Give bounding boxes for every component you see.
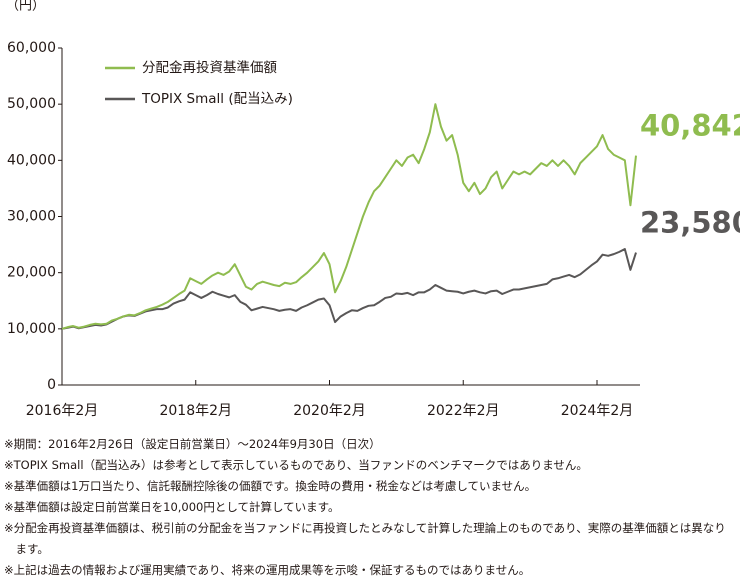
note: ※TOPIX Small（配当込み）は参考として表示しているものであり、当ファン… bbox=[4, 458, 588, 472]
series-line bbox=[61, 248, 637, 330]
note: ※上記は過去の情報および運用実績であり、将来の運用成果等を示唆・保証するものでは… bbox=[4, 563, 531, 577]
y-tick-label: 40,000 bbox=[7, 152, 56, 168]
y-tick-label: 30,000 bbox=[7, 209, 56, 225]
notes: ※期間：2016年2月26日（設定日前営業日）～2024年9月30日（日次） ※T… bbox=[4, 434, 736, 581]
x-tick-label: 2020年2月 bbox=[293, 403, 366, 419]
note: ※分配金再投資基準価額は、税引前の分配金を当ファンドに再投資したとみなして計算し… bbox=[4, 521, 726, 556]
note: ※基準価額は設定日前営業日を10,000円として計算しています。 bbox=[4, 500, 340, 514]
end-label: 40,842 bbox=[640, 109, 740, 143]
x-tick-label: 2024年2月 bbox=[561, 403, 634, 419]
y-tick-label: 10,000 bbox=[7, 321, 56, 337]
x-tick-label: 2016年2月 bbox=[26, 403, 99, 419]
y-tick-label: 50,000 bbox=[7, 96, 56, 112]
y-tick-label: 60,000 bbox=[7, 40, 56, 56]
legend-label: 分配金再投資基準価額 bbox=[142, 59, 277, 76]
chart: （円） 0 10,000 20,000 30,000 40,000 50,000 60,00… bbox=[6, 0, 740, 419]
series-line bbox=[61, 103, 637, 330]
legend-label: TOPIX Small (配当込み) bbox=[141, 91, 293, 107]
x-tick-label: 2022年2月 bbox=[427, 403, 500, 419]
y-axis-label: （円） bbox=[6, 0, 45, 14]
y-tick-label: 20,000 bbox=[7, 265, 56, 281]
note: ※期間：2016年2月26日（設定日前営業日）～2024年9月30日（日次） bbox=[4, 437, 381, 451]
y-tick-label: 0 bbox=[47, 377, 56, 393]
end-label: 23,580 bbox=[640, 206, 740, 240]
x-tick-label: 2018年2月 bbox=[159, 403, 232, 419]
note: ※基準価額は1万口当たり、信託報酬控除後の価額です。換金時の費用・税金などは考慮… bbox=[4, 479, 537, 493]
